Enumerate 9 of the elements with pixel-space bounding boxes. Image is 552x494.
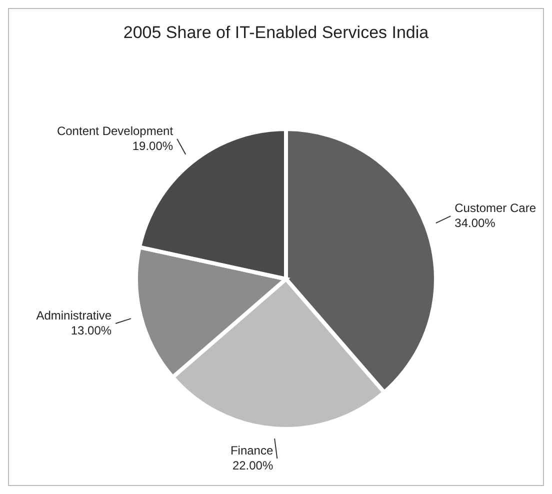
data-label: 34.00% [454,216,496,230]
data-label: 19.00% [132,138,174,153]
slice-label: Administrative [36,308,112,323]
slice-label: Content Development [56,124,174,138]
data-label: 13.00% [70,324,112,338]
data-label: 22.00% [232,458,274,473]
slice-label: Finance [230,444,274,458]
slice-label: Customer Care [454,201,536,216]
chart-title: 2005 Share of IT-Enabled Services India [122,23,430,43]
